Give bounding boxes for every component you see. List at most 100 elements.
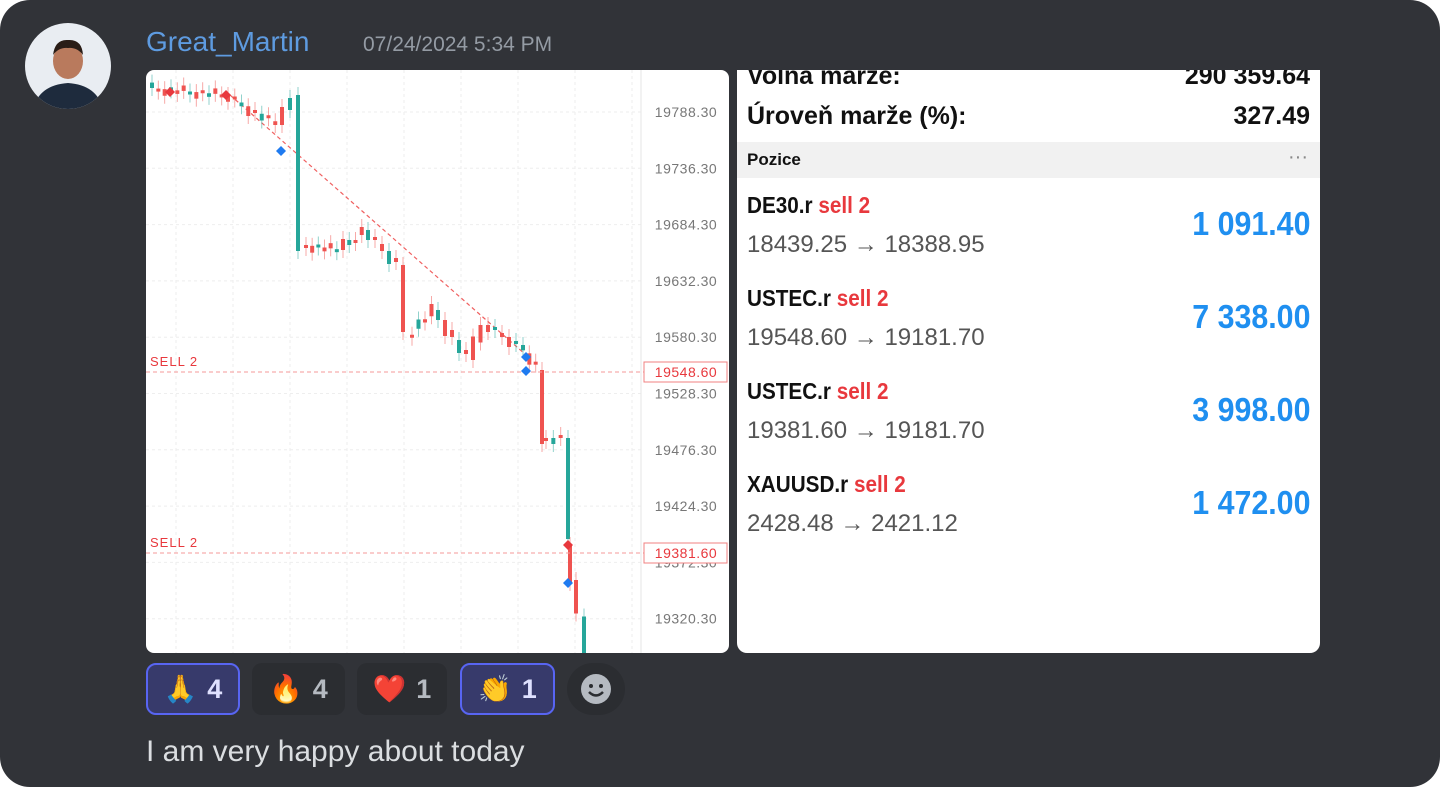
chart-image: 19788.30 19736.30 19684.30 19632.30 19580.30…: [146, 70, 729, 653]
candle-body: [341, 239, 345, 250]
order-label: SELL 2: [150, 535, 198, 550]
reaction-count: 1: [521, 673, 537, 704]
candle-body: [521, 345, 525, 351]
candle-body: [486, 325, 490, 332]
candle-body: [429, 304, 434, 317]
reaction[interactable]: 🔥 4: [252, 663, 345, 715]
candle-body: [232, 96, 237, 100]
candle-body: [582, 616, 586, 653]
reaction-count: 4: [312, 673, 328, 704]
order-label: SELL 2: [150, 354, 198, 369]
menu-button[interactable]: ···: [1288, 146, 1308, 168]
candle-body: [566, 438, 570, 539]
candle-body: [310, 245, 315, 253]
candle-body: [394, 258, 398, 262]
candle-body: [296, 95, 300, 251]
candle-body: [443, 320, 447, 336]
price-label: 19736.30: [655, 160, 717, 176]
candle-body: [239, 102, 244, 107]
candle-body: [156, 88, 161, 92]
reaction-emoji: 🙏: [163, 674, 198, 704]
candle-body: [544, 438, 548, 441]
candle-body: [450, 330, 454, 337]
message-text: I am very happy about today: [146, 735, 525, 768]
candle-body: [253, 110, 257, 113]
candle-body: [558, 435, 563, 438]
timestamp: 07/24/2024 5:34 PM: [363, 33, 553, 56]
candle-body: [464, 350, 468, 354]
price-label: 19632.30: [655, 273, 717, 289]
candle-body: [181, 85, 186, 91]
candle-body: [373, 237, 377, 240]
position-prices: 19548.60 → 19181.70: [747, 324, 985, 351]
position-profit: 3 998.00: [1191, 391, 1310, 428]
position-prices: 18439.25 → 18388.95: [747, 231, 985, 258]
position-symbol: DE30.r sell 2: [747, 192, 870, 219]
candle-body: [266, 115, 271, 119]
candle-body: [353, 240, 358, 243]
position-prices: 19381.60 → 19181.70: [747, 417, 985, 444]
candle-body: [551, 438, 556, 444]
side: sell 2: [818, 192, 871, 218]
account-label: Volná marže:: [747, 70, 901, 90]
candle-body: [334, 249, 339, 253]
order-price-box: [643, 542, 728, 564]
candle-body: [280, 107, 284, 125]
section-title: Pozice: [747, 150, 801, 169]
candle-body: [207, 93, 211, 97]
candle-body: [540, 370, 544, 444]
reaction-emoji: 👏: [478, 674, 512, 704]
account-value: 327.49: [1233, 102, 1310, 130]
candle-body: [175, 90, 180, 94]
candle-body: [416, 319, 421, 329]
candle-body: [410, 334, 414, 338]
candle-body: [162, 89, 167, 96]
candle-body: [150, 82, 154, 88]
reaction[interactable]: ❤️ 1: [357, 663, 447, 715]
candle-body: [457, 340, 461, 353]
order-price: 19381.60: [655, 545, 717, 561]
price-label: 19580.30: [655, 329, 717, 345]
candle-body: [527, 353, 532, 365]
candle-body: [328, 243, 333, 249]
candle-body: [436, 310, 440, 320]
reaction[interactable]: 👏 1: [460, 663, 555, 715]
symbol: USTEC.r: [747, 378, 831, 404]
candle-body: [507, 337, 511, 347]
candle-body: [188, 91, 192, 95]
candle-body: [471, 336, 475, 360]
symbol: DE30.r: [747, 192, 813, 218]
side: sell 2: [853, 471, 906, 497]
candle-body: [226, 95, 230, 102]
order-price: 19548.60: [655, 364, 717, 380]
candle-body: [347, 240, 352, 245]
price-label: 19788.30: [655, 104, 717, 120]
position-symbol: USTEC.r sell 2: [747, 285, 889, 312]
candle-body: [304, 245, 308, 248]
section-header: Pozice ···: [737, 142, 1320, 178]
price-label: 19424.30: [655, 498, 717, 514]
reaction-count: 1: [416, 673, 432, 704]
symbol: USTEC.r: [747, 285, 831, 311]
author-name[interactable]: Great_Martin: [146, 26, 310, 57]
reaction-emoji: 🔥: [269, 674, 303, 704]
candle-body: [574, 580, 578, 614]
symbol: XAUUSD.r: [747, 471, 849, 497]
reaction-count: 4: [207, 673, 223, 704]
account-value: 290 359.64: [1184, 70, 1310, 90]
position-symbol: XAUUSD.r sell 2: [747, 471, 906, 498]
candle-body: [387, 251, 391, 264]
candle-body: [568, 545, 572, 583]
candle-body: [288, 98, 292, 110]
candle-body: [273, 121, 278, 125]
candle-body: [200, 90, 205, 94]
add-reaction[interactable]: [567, 663, 625, 715]
avatar[interactable]: [25, 23, 111, 109]
reaction-emoji: ❤️: [372, 674, 407, 704]
candle-body: [213, 88, 218, 94]
candle-body: [380, 244, 384, 251]
account-label: Úroveň marže (%):: [747, 102, 967, 130]
candle-body: [500, 333, 504, 337]
reaction[interactable]: 🙏 4: [146, 663, 240, 715]
